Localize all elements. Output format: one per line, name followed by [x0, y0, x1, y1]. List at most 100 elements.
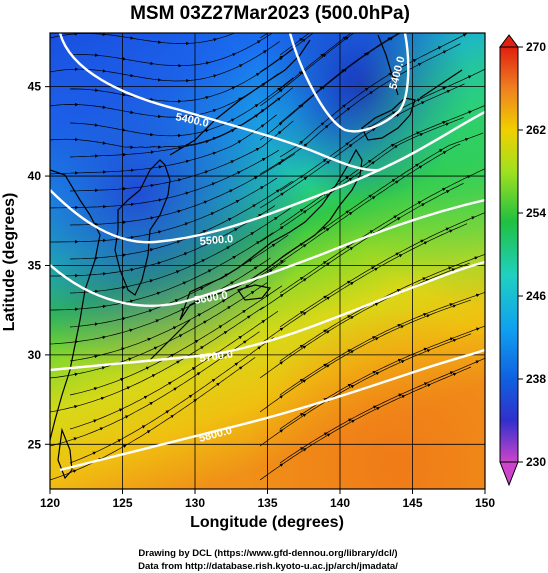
streamline [452, 223, 468, 231]
streamline [456, 366, 472, 374]
colorbar-tick-label: 254 [526, 206, 546, 220]
colorbar-tick-label: 246 [526, 289, 546, 303]
x-tick-label: 135 [257, 496, 277, 510]
streamline [133, 75, 162, 82]
streamline [188, 136, 217, 146]
streamline [322, 69, 346, 88]
streamline [350, 370, 377, 385]
streamline [160, 114, 190, 119]
y-tick-label: 35 [28, 258, 42, 272]
coast-kuril [419, 69, 463, 99]
streamline [101, 444, 127, 459]
streamline [378, 360, 405, 373]
streamline [181, 140, 210, 148]
coast-shikoku [237, 284, 272, 301]
streamline [353, 302, 379, 317]
streamline [221, 309, 246, 326]
streamline [265, 149, 280, 159]
streamline [279, 180, 293, 191]
streamline [353, 372, 380, 386]
streamline [282, 413, 307, 430]
streamline [449, 83, 465, 91]
streamline [148, 353, 175, 368]
streamline [425, 266, 452, 279]
streamline [429, 304, 457, 316]
streamline [69, 122, 99, 127]
streamline [160, 78, 190, 83]
streamline [95, 439, 122, 453]
streamline [345, 87, 369, 105]
streamline [371, 111, 396, 127]
streamline [324, 68, 347, 87]
colorbar: 230 238 246 254 262 270 [499, 34, 546, 487]
streamline [478, 357, 485, 362]
streamline [204, 246, 231, 260]
streamline [131, 346, 158, 359]
streamline [153, 240, 181, 250]
streamline [96, 408, 123, 421]
credit-drawing: Drawing by DCL (https://www.gfd-dennou.o… [138, 548, 397, 559]
streamline [96, 377, 124, 389]
streamline [426, 303, 454, 314]
streamline [394, 131, 421, 145]
streamline [279, 71, 303, 90]
streamline [372, 215, 398, 231]
streamline [305, 227, 330, 245]
streamline [259, 88, 283, 107]
streamline [197, 325, 223, 341]
streamline [264, 311, 279, 321]
streamline [133, 291, 161, 301]
streamline [329, 419, 356, 435]
streamline [477, 253, 485, 258]
streamline [277, 208, 291, 218]
streamline [69, 354, 99, 362]
streamline [306, 124, 329, 144]
streamline [471, 105, 485, 112]
streamline [187, 212, 215, 224]
streamline [306, 433, 331, 449]
streamline [375, 324, 402, 337]
streamline [454, 262, 470, 270]
coast-taiwan [57, 427, 73, 480]
streamline [374, 145, 398, 162]
streamline [424, 89, 451, 103]
streamline [372, 76, 397, 92]
streamline [326, 245, 350, 262]
streamline [259, 192, 285, 209]
streamline [77, 68, 107, 73]
streamline [451, 256, 479, 268]
x-axis-ticks: 120 125 130 135 140 145 150 [40, 489, 495, 510]
streamline [259, 226, 284, 243]
streamline [69, 322, 99, 328]
streamline [181, 61, 210, 67]
streamline [50, 205, 79, 210]
streamline [50, 307, 79, 311]
streamline [280, 87, 293, 99]
streamline [325, 210, 350, 228]
streamline [379, 395, 406, 408]
streamline [181, 95, 210, 102]
streamline [226, 315, 251, 332]
streamline [240, 157, 266, 172]
streamline [152, 270, 180, 281]
streamline [257, 257, 271, 268]
streamline [259, 33, 269, 39]
streamline [449, 182, 464, 191]
streamline [250, 306, 264, 317]
streamline [153, 146, 182, 153]
streamline [376, 217, 401, 233]
streamline [77, 272, 107, 276]
streamline [272, 260, 286, 270]
streamline [125, 309, 153, 319]
streamline [401, 382, 428, 395]
streamline [214, 171, 241, 184]
streamline [77, 335, 107, 342]
streamline [77, 104, 107, 109]
streamline [279, 140, 304, 158]
streamline [125, 130, 154, 137]
contour-label-5600: 5600.0 [193, 289, 228, 307]
streamline [445, 175, 472, 189]
streamline [470, 168, 485, 176]
streamline [161, 159, 190, 167]
streamline [188, 151, 217, 162]
